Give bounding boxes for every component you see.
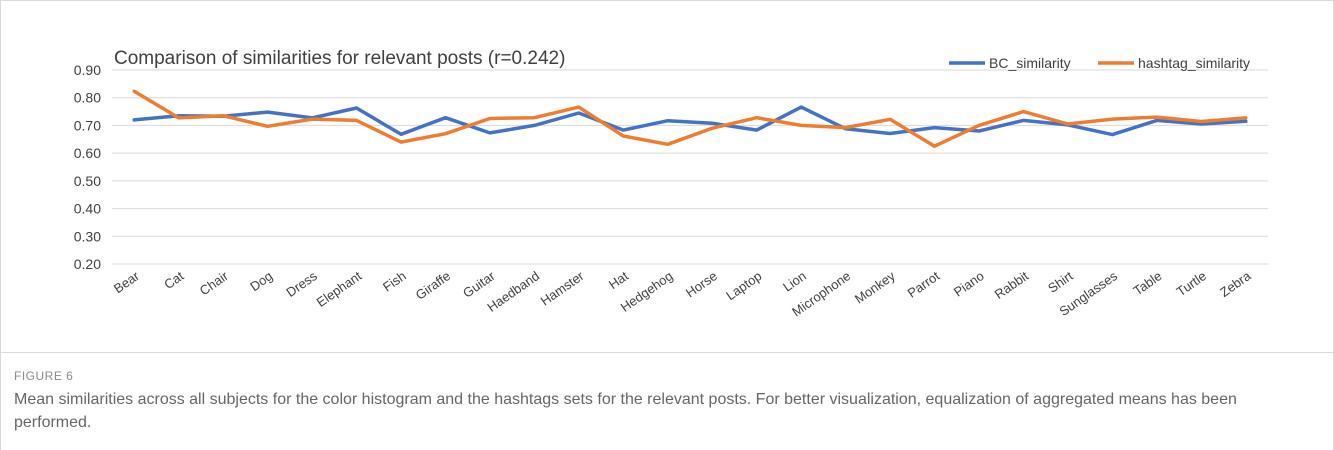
y-tick-label: 0.20 <box>74 256 101 272</box>
figure-label: FIGURE 6 <box>14 369 74 383</box>
y-tick-label: 0.90 <box>74 62 101 78</box>
y-tick-label: 0.60 <box>74 145 101 161</box>
x-tick-label: Piano <box>951 268 987 299</box>
x-tick-label: Zebra <box>1217 268 1254 300</box>
x-tick-label: Bear <box>111 268 143 296</box>
x-tick-label: Chair <box>197 268 232 298</box>
x-tick-label: Horse <box>683 268 720 300</box>
gridlines <box>112 69 1268 265</box>
x-tick-label: Rabbit <box>992 268 1032 302</box>
legend-label-bc-similarity: BC_similarity <box>989 55 1071 71</box>
y-tick-label: 0.70 <box>74 117 101 133</box>
x-tick-label: Fish <box>380 268 409 294</box>
x-tick-label: Hamster <box>538 268 587 309</box>
x-tick-label: Shirt <box>1045 268 1076 296</box>
y-tick-label: 0.30 <box>74 228 101 244</box>
y-tick-label: 0.80 <box>74 90 101 106</box>
line-chart: Comparison of similarities for relevant … <box>74 48 1268 320</box>
x-tick-label: Table <box>1131 268 1165 298</box>
x-tick-label: Hat <box>606 268 631 292</box>
chart-title: Comparison of similarities for relevant … <box>114 48 565 69</box>
series-lines <box>132 89 1248 148</box>
x-tick-label: Laptop <box>723 268 764 303</box>
legend: BC_similarity hashtag_similarity <box>949 55 1250 71</box>
x-tick-label: Monkey <box>852 268 898 307</box>
series-line-bc-similarity <box>132 105 1248 137</box>
frame-top-border <box>0 0 1334 1</box>
y-axis-ticks: 0.20 0.30 0.40 0.50 0.60 0.70 0.80 0.90 <box>74 62 101 272</box>
series-line-hashtag-similarity <box>132 89 1248 148</box>
x-tick-label: Parrot <box>905 268 943 301</box>
x-tick-label: Dress <box>283 268 320 300</box>
x-tick-label: Cat <box>161 268 186 292</box>
x-tick-label: Lion <box>780 268 809 294</box>
y-tick-label: 0.50 <box>74 173 101 189</box>
x-tick-label: Turtle <box>1174 268 1209 299</box>
legend-label-hashtag-similarity: hashtag_similarity <box>1138 55 1250 71</box>
x-tick-label: Giraffe <box>413 268 453 303</box>
frame-left-border <box>0 0 1 450</box>
y-tick-label: 0.40 <box>74 201 101 217</box>
x-tick-label: Dog <box>247 268 275 294</box>
figure-caption: Mean similarities across all subjects fo… <box>14 391 1237 431</box>
chart-area: Comparison of similarities for relevant … <box>74 48 1268 320</box>
x-tick-label: Elephant <box>314 268 365 310</box>
chart-divider <box>0 352 1334 353</box>
